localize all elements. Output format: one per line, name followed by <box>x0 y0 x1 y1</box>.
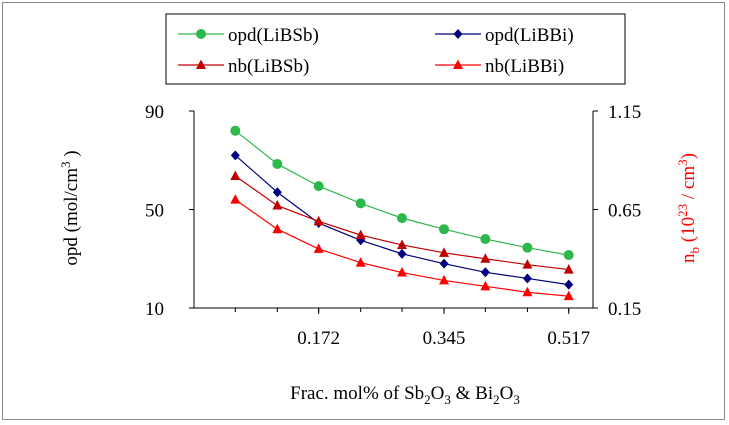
plot-series <box>230 125 574 301</box>
series-line <box>234 130 569 256</box>
legend-marker <box>453 29 463 39</box>
data-point <box>522 273 532 284</box>
legend-label: nb(LiBSb) <box>228 56 309 77</box>
data-point <box>272 200 283 210</box>
data-point <box>522 242 533 253</box>
line-chart: opd(LiBSb) opd(LiBBi) nb(LiBSb) nb(LiBBi) 1… <box>58 13 702 407</box>
data-point <box>272 223 283 234</box>
data-point <box>313 181 324 192</box>
data-point <box>230 150 240 161</box>
legend-marker <box>196 59 206 69</box>
data-point <box>230 170 241 181</box>
data-point <box>480 280 491 291</box>
data-point <box>397 267 408 277</box>
y-left-tick-label: 50 <box>145 201 164 222</box>
data-point <box>439 224 450 235</box>
x-tick-label: 0.517 <box>547 328 590 349</box>
x-axis-label: Frac. mol% of Sb2O3 & Bi2O3 <box>290 383 520 407</box>
data-point <box>355 257 366 267</box>
legend-label: nb(LiBBi) <box>485 56 564 77</box>
data-point <box>313 243 324 253</box>
x-tick-label: 0.172 <box>297 328 340 349</box>
series-nb(LiBSb) <box>230 170 574 274</box>
legend-marker <box>196 29 206 39</box>
data-point <box>230 125 241 136</box>
axes: 10 50 90 0.15 0.65 1.15 0.172 0.345 0.517 <box>145 102 641 349</box>
series-opd(LiBBi) <box>230 150 574 290</box>
data-point <box>439 258 449 269</box>
data-point <box>563 290 574 301</box>
data-point <box>397 239 408 249</box>
data-point <box>480 267 490 278</box>
data-point <box>480 234 491 245</box>
data-point <box>355 198 366 209</box>
data-point <box>522 286 533 297</box>
y-right-tick-label: 0.15 <box>608 299 641 320</box>
legend-box <box>165 13 626 85</box>
y-axis-right-label: nb (1023 / cm3) <box>675 153 702 263</box>
legend-label: opd(LiBBi) <box>485 25 574 46</box>
x-tick-label: 0.345 <box>423 328 466 349</box>
y-left-tick-label: 90 <box>145 102 164 123</box>
y-right-tick-label: 1.15 <box>608 102 641 123</box>
chart-frame: opd(LiBSb) opd(LiBBi) nb(LiBSb) nb(LiBBi) 1… <box>2 2 725 420</box>
series-nb(LiBBi) <box>230 194 574 301</box>
data-point <box>563 264 574 274</box>
data-point <box>563 250 574 261</box>
data-point <box>522 259 533 269</box>
data-point <box>313 215 324 226</box>
y-right-tick-label: 0.65 <box>608 201 641 222</box>
data-point <box>397 248 407 259</box>
data-point <box>480 253 491 263</box>
data-point <box>439 274 450 285</box>
y-axis-left-label: opd (mol/cm3 ) <box>58 150 82 265</box>
data-point <box>397 213 408 224</box>
y-left-tick-label: 10 <box>145 299 164 320</box>
data-point <box>272 187 282 198</box>
legend-label: opd(LiBSb) <box>228 25 319 46</box>
legend: opd(LiBSb) opd(LiBBi) nb(LiBSb) nb(LiBBi) <box>165 13 626 85</box>
series-opd(LiBSb) <box>230 125 574 261</box>
legend-marker <box>453 59 463 69</box>
data-point <box>355 229 366 240</box>
data-point <box>439 247 450 257</box>
data-point <box>564 279 574 290</box>
data-point <box>272 158 283 169</box>
data-point <box>230 194 241 204</box>
